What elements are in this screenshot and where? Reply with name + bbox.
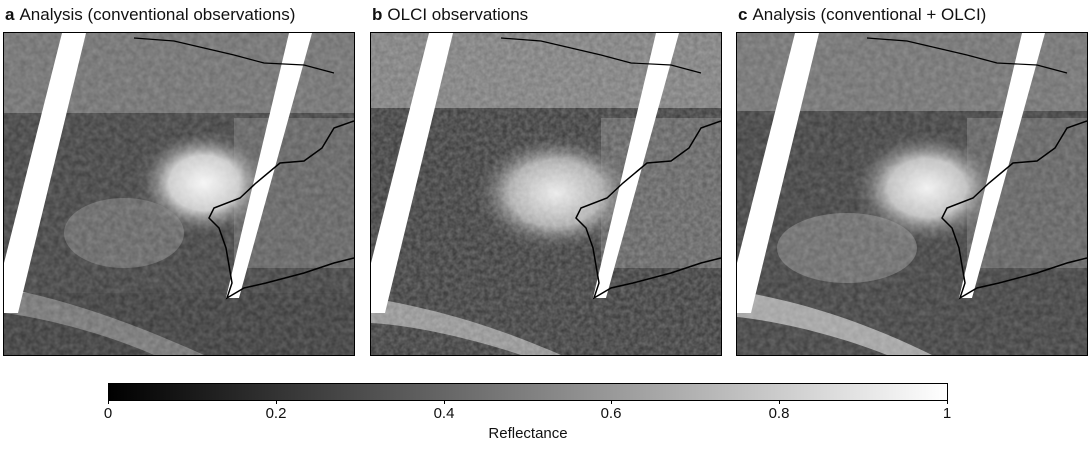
panel-a-letter: a (5, 5, 15, 24)
colorbar-tick-label-4: 0.8 (768, 405, 790, 422)
panel-b-map (370, 32, 722, 356)
colorbar-tick (779, 400, 780, 404)
colorbar-tick-label-2: 0.4 (433, 405, 455, 422)
colorbar-tick (444, 400, 445, 404)
colorbar: 0 0.2 0.4 0.6 0.8 1 Reflectance (104, 383, 952, 443)
panel-c-letter: c (738, 5, 748, 24)
colorbar-gradient (108, 383, 948, 401)
panel-a-map (3, 32, 355, 356)
colorbar-tick (611, 400, 612, 404)
colorbar-tick (108, 400, 109, 404)
panel-b: b OLCI observations (370, 0, 722, 360)
panel-b-title: b OLCI observations (372, 5, 528, 25)
panel-c: c Analysis (conventional + OLCI) (736, 0, 1088, 360)
panel-a-title-text: Analysis (conventional observations) (19, 5, 296, 24)
panel-c-title-text: Analysis (conventional + OLCI) (752, 5, 987, 24)
colorbar-axis-label: Reflectance (488, 425, 568, 442)
colorbar-tick-label-1: 0.2 (265, 405, 287, 422)
panel-b-title-text: OLCI observations (387, 5, 529, 24)
colorbar-tick-label-3: 0.6 (600, 405, 622, 422)
colorbar-tick-label-0: 0 (103, 405, 113, 422)
colorbar-tick-label-5: 1 (942, 405, 952, 422)
panel-a-title: a Analysis (conventional observations) (5, 5, 295, 25)
panel-a: a Analysis (conventional observations) (3, 0, 355, 360)
panel-c-title: c Analysis (conventional + OLCI) (738, 5, 986, 25)
panel-c-map (736, 32, 1088, 356)
panel-b-letter: b (372, 5, 383, 24)
colorbar-tick (276, 400, 277, 404)
colorbar-tick (947, 400, 948, 404)
